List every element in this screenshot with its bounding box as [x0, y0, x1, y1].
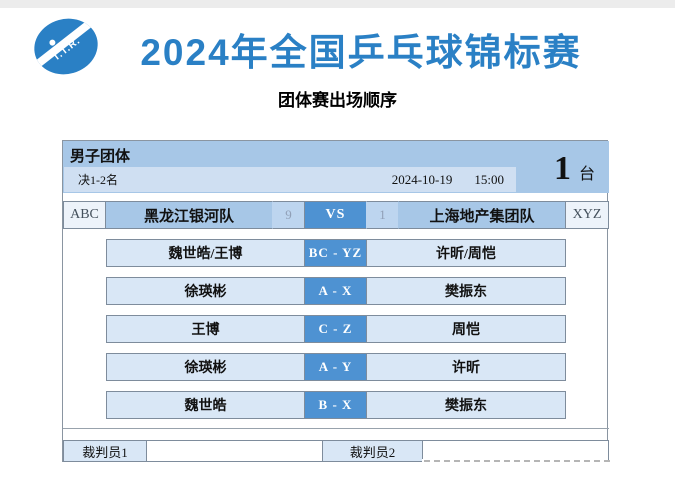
match-row-3: 王博 C - Z 周恺 [106, 315, 566, 343]
match-5-away-player: 樊振东 [366, 391, 566, 419]
home-letters-cell: ABC [63, 201, 106, 229]
match-3-code: C - Z [304, 315, 367, 343]
away-score-cell: 1 [366, 201, 399, 229]
match-4-home-player: 徐瑛彬 [106, 353, 305, 381]
away-team-cell: 上海地产集团队 [398, 201, 566, 229]
page-subtitle: 团体赛出场顺序 [278, 91, 397, 110]
match-row-2: 徐瑛彬 A - X 樊振东 [106, 277, 566, 305]
page-title: 2024年全国乒乓球锦标赛 [140, 32, 582, 73]
match-row-1: 魏世皓/王博 BC - YZ 许昕/周恺 [106, 239, 566, 267]
stage-strip: 决1-2名 2024-10-19 15:00 [64, 167, 516, 192]
match-date: 2024-10-19 [391, 171, 453, 187]
match-1-home-player: 魏世皓/王博 [106, 239, 305, 267]
match-time: 15:00 [474, 171, 504, 187]
table-number-unit: 台 [578, 166, 595, 183]
referee1-label: 裁判员1 [63, 440, 147, 462]
match-3-away-player: 周恺 [366, 315, 566, 343]
match-row-4: 徐瑛彬 A - Y 许昕 [106, 353, 566, 381]
match-5-home-player: 魏世皓 [106, 391, 305, 419]
watermark-dashes [424, 460, 610, 462]
match-datetime: 2024-10-19 15:00 [392, 172, 504, 188]
match-4-away-player: 许昕 [366, 353, 566, 381]
referee1-value-cell [146, 440, 323, 462]
table-number-value: 1 [553, 150, 571, 187]
match-5-code: B - X [304, 391, 367, 419]
home-score-cell: 9 [272, 201, 305, 229]
match-row-5: 魏世皓 B - X 樊振东 [106, 391, 566, 419]
match-1-away-player: 许昕/周恺 [366, 239, 566, 267]
vs-cell: VS [304, 201, 367, 229]
match-2-code: A - X [304, 277, 367, 305]
match-1-code: BC - YZ [304, 239, 367, 267]
sheet-header-band: 男子团体 决1-2名 2024-10-19 15:00 1 台 [63, 141, 609, 193]
teams-row: ABC 黑龙江银河队 9 VS 1 上海地产集团队 XYZ [63, 201, 609, 229]
match-2-away-player: 樊振东 [366, 277, 566, 305]
top-gray-strip [0, 0, 675, 8]
bottom-divider [63, 428, 609, 429]
away-letters-cell: XYZ [565, 201, 609, 229]
event-name: 男子团体 [70, 149, 131, 165]
match-3-home-player: 王博 [106, 315, 305, 343]
table-number: 1 台 [554, 141, 595, 193]
match-4-code: A - Y [304, 353, 367, 381]
match-2-home-player: 徐瑛彬 [106, 277, 305, 305]
stage-label: 决1-2名 [78, 173, 118, 187]
referee2-label: 裁判员2 [322, 440, 423, 462]
match-sheet: 男子团体 决1-2名 2024-10-19 15:00 1 台 ABC 黑龙江银… [62, 140, 609, 462]
home-team-cell: 黑龙江银河队 [105, 201, 273, 229]
tournament-logo: T.T.R. [27, 11, 105, 82]
referee-row: 裁判员1 裁判员2 [63, 440, 609, 462]
logo-ball-icon: T.T.R. [27, 11, 105, 82]
